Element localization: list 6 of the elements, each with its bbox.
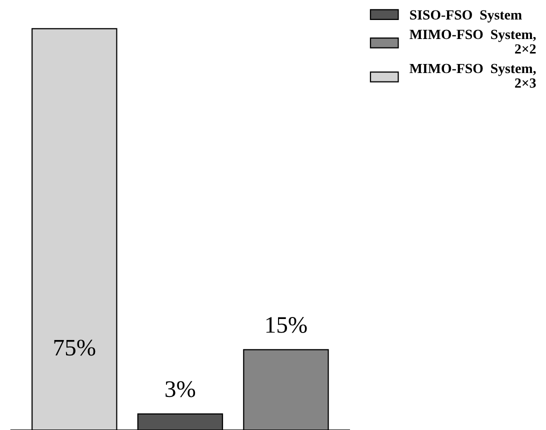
legend-label: MIMO-FSO System, 2×2	[410, 30, 536, 54]
legend-label: SISO-FSO System	[410, 10, 522, 22]
data-label: 3%	[166, 381, 196, 398]
data-label: 15%	[266, 316, 307, 333]
legend-label: MIMO-FSO System, 2×3	[410, 64, 536, 88]
data-label: 75%	[54, 340, 96, 356]
